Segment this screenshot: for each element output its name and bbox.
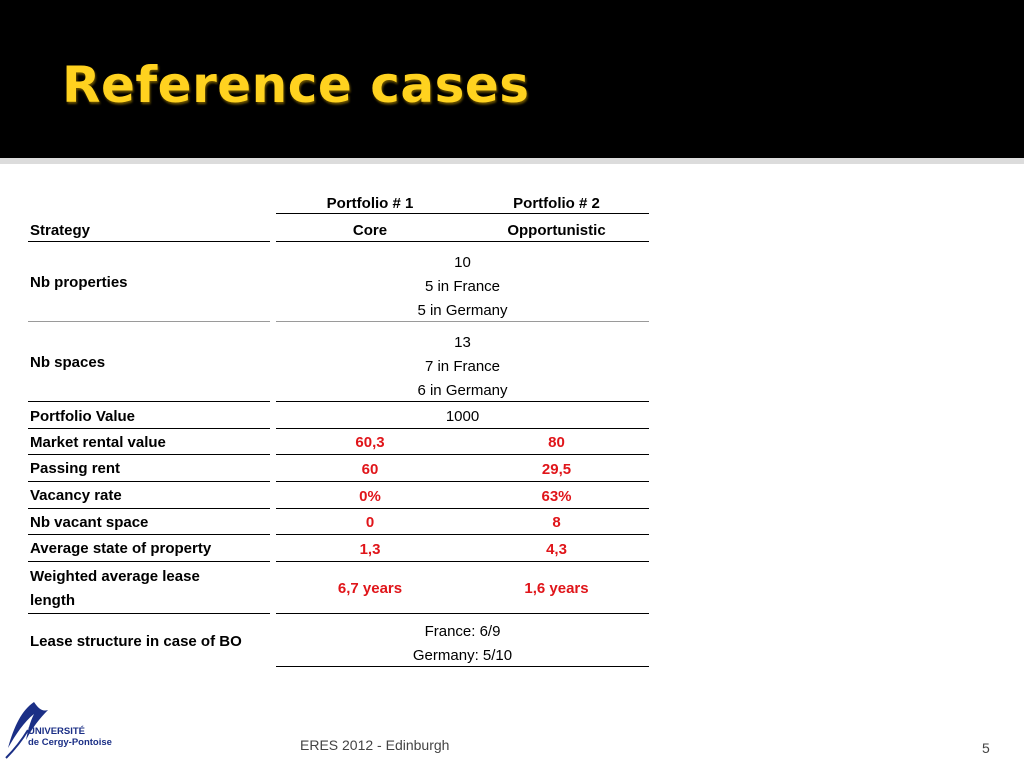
row-label-average-state: Average state of property: [30, 540, 212, 557]
nb-spaces-total: 13: [454, 334, 471, 351]
nb-properties-germany: 5 in Germany: [417, 302, 508, 319]
nb-properties-total: 10: [454, 254, 471, 271]
strategy-portfolio-1: Core: [352, 222, 388, 239]
row-label-passing-rent: Passing rent: [30, 460, 121, 477]
nb-spaces-germany: 6 in Germany: [417, 382, 508, 399]
row-rule: [276, 321, 649, 322]
slide-title: Reference cases: [62, 56, 530, 114]
row-rule: [28, 428, 270, 429]
row-rule: [276, 428, 649, 429]
row-rule: [276, 454, 649, 455]
row-rule: [276, 481, 649, 482]
row-rule: [28, 401, 270, 402]
title-bar-divider: [0, 158, 1024, 164]
portfolio-value: 1000: [445, 408, 480, 425]
logo-line-1: UNIVERSITÉ: [28, 726, 86, 737]
row-label-wale-line-2: length: [30, 592, 75, 609]
nb-vacant-space-portfolio-1: 0: [365, 514, 375, 531]
row-label-market-rental-value: Market rental value: [30, 434, 166, 451]
row-rule: [276, 534, 649, 535]
row-rule: [28, 321, 270, 322]
university-logo-text: UNIVERSITÉ de Cergy-Pontoise: [28, 726, 112, 748]
row-label-nb-properties: Nb properties: [30, 274, 128, 291]
row-label-nb-spaces: Nb spaces: [30, 354, 106, 371]
passing-rent-portfolio-1: 60: [361, 461, 379, 478]
market-rental-value-portfolio-1: 60,3: [355, 434, 385, 451]
row-rule: [276, 561, 649, 562]
row-rule: [276, 613, 649, 614]
nb-vacant-space-portfolio-2: 8: [552, 514, 561, 531]
column-header-portfolio-1: Portfolio # 1: [326, 195, 414, 212]
row-label-wale-line-1: Weighted average lease: [30, 568, 200, 585]
row-label-nb-vacant-space: Nb vacant space: [30, 514, 149, 531]
row-label-portfolio-value: Portfolio Value: [30, 408, 136, 425]
vacancy-rate-portfolio-1: 0%: [359, 488, 381, 505]
title-bar: [0, 0, 1024, 158]
row-label-strategy: Strategy: [30, 222, 91, 239]
wale-portfolio-1: 6,7 years: [337, 580, 403, 597]
row-rule: [276, 401, 649, 402]
lease-structure-france: France: 6/9: [424, 623, 501, 640]
header-rule: [276, 213, 649, 214]
row-rule: [28, 534, 270, 535]
row-rule: [276, 666, 649, 667]
university-logo-icon: [5, 702, 48, 759]
market-rental-value-portfolio-2: 80: [548, 434, 565, 451]
nb-properties-france: 5 in France: [424, 278, 501, 295]
row-rule: [28, 613, 270, 614]
lease-structure-germany: Germany: 5/10: [412, 647, 513, 664]
passing-rent-portfolio-2: 29,5: [541, 461, 572, 478]
footer-text: ERES 2012 - Edinburgh: [300, 737, 450, 753]
strategy-portfolio-2: Opportunistic: [507, 222, 606, 239]
nb-spaces-france: 7 in France: [424, 358, 501, 375]
page-number: 5: [982, 740, 990, 756]
row-rule: [28, 454, 270, 455]
row-rule: [28, 481, 270, 482]
row-rule: [28, 241, 270, 242]
column-header-portfolio-2: Portfolio # 2: [513, 195, 600, 212]
row-rule: [28, 508, 270, 509]
average-state-portfolio-2: 4,3: [546, 541, 567, 558]
wale-portfolio-2: 1,6 years: [524, 580, 589, 597]
row-rule: [276, 241, 649, 242]
row-rule: [28, 561, 270, 562]
logo-line-2: de Cergy-Pontoise: [28, 737, 112, 748]
row-label-vacancy-rate: Vacancy rate: [30, 487, 122, 504]
row-label-lease-structure: Lease structure in case of BO: [30, 633, 242, 650]
vacancy-rate-portfolio-2: 63%: [541, 488, 572, 505]
row-rule: [276, 508, 649, 509]
average-state-portfolio-1: 1,3: [359, 541, 381, 558]
